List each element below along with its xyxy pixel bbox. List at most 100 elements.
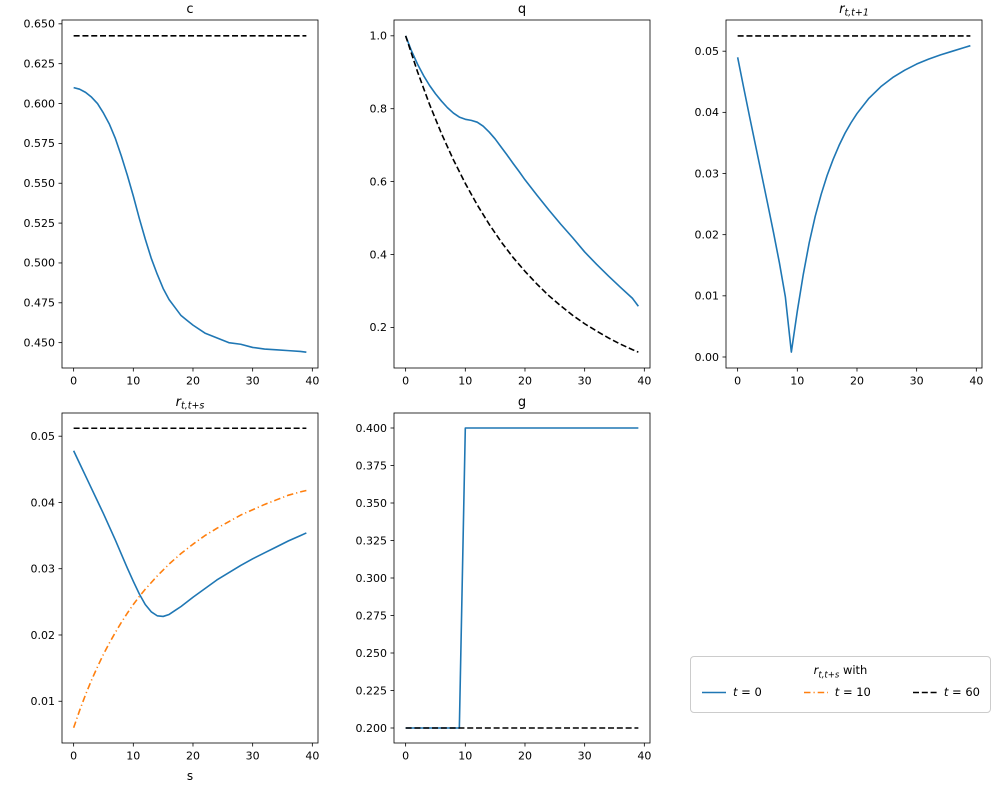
legend-label-t10-var: t — [834, 685, 840, 700]
y-tick-label: 0.450 — [24, 336, 56, 349]
y-tick-label: 0.05 — [695, 45, 720, 58]
y-tick-label: 0.250 — [356, 647, 388, 660]
legend-entries-row: t = 0 t = 10 t = 60 — [701, 685, 980, 699]
y-tick-label: 0.00 — [695, 351, 720, 364]
x-tick-label: 10 — [126, 750, 140, 763]
x-tick-label: 40 — [637, 750, 651, 763]
y-tick-label: 0.8 — [370, 103, 388, 116]
legend-label-t60-value: = 60 — [948, 685, 980, 700]
subplot-title: rt,t+1 — [839, 2, 869, 19]
y-tick-label: 0.300 — [356, 572, 388, 585]
x-tick-label: 20 — [186, 375, 200, 388]
x-tick-label: 0 — [70, 375, 77, 388]
y-tick-label: 0.03 — [31, 563, 56, 576]
x-tick-label: 20 — [186, 750, 200, 763]
y-tick-label: 1.0 — [370, 30, 388, 43]
legend-label-t0-var: t — [733, 685, 738, 700]
legend-title-base: r — [813, 663, 819, 677]
y-tick-label: 0.500 — [24, 257, 56, 270]
y-tick-label: 0.01 — [31, 695, 56, 708]
x-tick-label: 0 — [402, 750, 409, 763]
x-tick-label: 40 — [305, 750, 319, 763]
x-tick-label: 0 — [402, 375, 409, 388]
legend-title: rt,t+s with — [701, 663, 980, 680]
series-q-path-t0 — [404, 35, 640, 307]
y-tick-label: 0.650 — [24, 18, 56, 31]
x-tick-label: 0 — [70, 750, 77, 763]
y-tick-label: 0.600 — [24, 97, 56, 110]
subplot-title: g — [518, 395, 526, 410]
legend-title-subscript-text: t,t+s — [818, 670, 840, 681]
axes-box — [393, 19, 651, 369]
legend-entry-t10: t = 10 — [803, 685, 871, 699]
y-tick-label: 0.01 — [695, 290, 720, 303]
x-tick-label: 10 — [458, 375, 472, 388]
x-tick-label: 30 — [246, 750, 260, 763]
legend-title-rest: with — [839, 663, 868, 677]
x-tick-label: 30 — [910, 375, 924, 388]
y-tick-label: 0.475 — [24, 297, 56, 310]
series-c-path-t0 — [73, 86, 307, 354]
x-tick-label: 20 — [518, 750, 532, 763]
axes-box — [725, 19, 983, 369]
legend-line-sample-dashdot — [803, 691, 828, 694]
y-tick-label: 0.225 — [356, 684, 388, 697]
series-term-structure-t10 — [72, 489, 307, 729]
y-tick-label: 0.04 — [31, 496, 56, 509]
y-tick-label: 0.200 — [356, 722, 388, 735]
subplot-g: 0 10 20 30 40 0.200 0.225 0.250 0.275 0.300 0.325 0… — [356, 395, 652, 763]
y-tick-label: 0.325 — [356, 534, 388, 547]
series-short-rate-path — [736, 44, 971, 353]
legend-label-t60: t = 60 — [944, 685, 980, 699]
subplot-title: rt,t+s — [176, 395, 205, 412]
y-tick-label: 0.05 — [31, 430, 56, 443]
series-g-path — [405, 427, 639, 729]
legend-line-sample-solid — [702, 691, 726, 694]
x-tick-label: 10 — [458, 750, 472, 763]
y-tick-label: 0.525 — [24, 217, 56, 230]
axes-box — [61, 412, 319, 744]
x-tick-label: 40 — [969, 375, 983, 388]
x-tick-label: 40 — [305, 375, 319, 388]
y-tick-label: 0.400 — [356, 422, 388, 435]
y-tick-label: 0.625 — [24, 57, 56, 70]
x-axis-label: s — [187, 769, 193, 783]
axes-box — [61, 19, 319, 369]
y-tick-label: 0.02 — [695, 228, 720, 241]
y-tick-label: 0.04 — [695, 106, 720, 119]
x-tick-label: 30 — [578, 750, 592, 763]
subplot-c: 0 10 20 30 40 0.450 0.475 0.500 0.525 0.550 0.575 0… — [24, 2, 320, 388]
y-tick-label: 0.2 — [370, 321, 388, 334]
x-tick-label: 0 — [734, 375, 741, 388]
legend-entry-t0: t = 0 — [701, 685, 762, 699]
legend-label-t10: t = 10 — [835, 685, 871, 699]
legend-label-t10-value: = 10 — [839, 685, 871, 700]
axes-box — [393, 412, 651, 744]
x-tick-label: 20 — [518, 375, 532, 388]
subplot-r-short: 0 10 20 30 40 0.00 0.01 0.02 0.03 0.04 0.05 rt,t+1 — [695, 2, 984, 388]
subplot-title: c — [186, 2, 193, 17]
y-tick-label: 0.275 — [356, 609, 388, 622]
legend-title-subscript: t,t+s — [818, 670, 839, 680]
y-tick-label: 0.575 — [24, 137, 56, 150]
y-tick-label: 0.03 — [695, 167, 720, 180]
y-tick-label: 0.4 — [370, 248, 388, 261]
y-tick-label: 0.6 — [370, 175, 388, 188]
subplot-r-term-structure: 0 10 20 30 40 0.01 0.02 0.03 0.04 0.05 rt,t+s s — [31, 395, 320, 783]
legend-label-t0: t = 0 — [733, 685, 762, 699]
y-tick-label: 0.02 — [31, 629, 56, 642]
subplot-title: q — [518, 2, 526, 17]
y-tick-label: 0.350 — [356, 497, 388, 510]
y-tick-label: 0.550 — [24, 177, 56, 190]
x-tick-label: 10 — [790, 375, 804, 388]
series-term-structure-t0 — [72, 450, 307, 618]
legend-label-t60-var: t — [943, 685, 949, 700]
legend: rt,t+s with t = 0 t = 10 t = 60 — [690, 656, 991, 713]
x-tick-label: 10 — [126, 375, 140, 388]
y-tick-label: 0.375 — [356, 459, 388, 472]
x-tick-label: 30 — [246, 375, 260, 388]
x-tick-label: 20 — [850, 375, 864, 388]
x-tick-label: 40 — [637, 375, 651, 388]
legend-line-sample-dashed — [912, 691, 937, 694]
